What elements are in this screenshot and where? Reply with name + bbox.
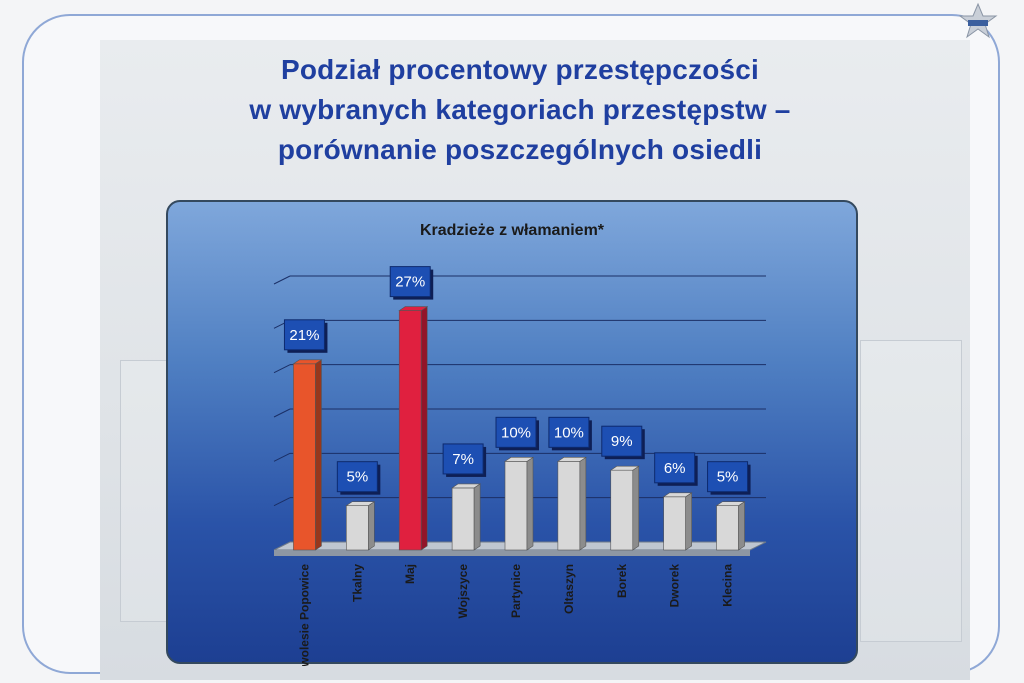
gridline-depth	[273, 497, 291, 507]
data-label-box	[283, 319, 325, 351]
bar-side	[315, 359, 322, 551]
bar-side	[526, 456, 534, 551]
bar-top	[398, 306, 429, 311]
category-label: Wojszyce	[456, 564, 470, 619]
bar-side	[632, 465, 640, 551]
slide-title-line-2: w wybranych kategoriach przestępstw –	[249, 94, 791, 125]
bar-side	[368, 501, 375, 551]
bar	[716, 505, 739, 551]
category-label: Partynice	[509, 564, 523, 618]
bar	[663, 496, 686, 551]
bar-top	[292, 359, 323, 365]
bar-top	[556, 457, 587, 462]
category-label: Nowolesie Popowice	[297, 564, 311, 666]
bar	[398, 310, 422, 551]
data-label: 10%	[554, 424, 584, 441]
bar-side	[685, 492, 692, 551]
data-label-box	[336, 461, 378, 493]
data-label: 6%	[664, 460, 686, 477]
data-label: 5%	[346, 469, 368, 486]
slide-title: Podział procentowy przestępczości w wybr…	[110, 50, 930, 170]
chart-floor-edge	[274, 550, 750, 556]
data-label: 27%	[395, 274, 425, 291]
police-star-logo	[958, 2, 998, 39]
chart-title: Kradzieże z włamaniem*	[419, 222, 605, 239]
gridline-depth	[273, 408, 291, 418]
data-label-box	[495, 416, 537, 448]
bar	[504, 461, 528, 551]
data-label: 5%	[717, 469, 739, 486]
bar-top	[504, 457, 534, 462]
bar-top	[715, 501, 746, 506]
bar	[451, 487, 475, 551]
category-label: Maj	[403, 564, 417, 584]
bar	[346, 505, 369, 551]
bar-side	[738, 501, 745, 551]
bar	[610, 469, 634, 551]
category-label: Borek	[615, 564, 629, 598]
gridline-depth	[273, 452, 291, 462]
data-label: 21%	[289, 327, 319, 344]
bar-side	[420, 306, 428, 551]
data-label-box	[601, 425, 643, 457]
category-label: Oltaszyn	[562, 564, 576, 614]
data-label: 9%	[611, 433, 633, 450]
bar-top	[609, 465, 640, 471]
bar-side	[473, 483, 481, 551]
data-label-box	[442, 443, 484, 475]
data-label: 7%	[452, 451, 474, 468]
bar-top	[451, 483, 482, 489]
bar	[293, 363, 316, 551]
bar	[557, 461, 581, 551]
slide-title-line-3: porównanie poszczególnych osiedli	[277, 134, 763, 165]
category-label: Tkalny	[350, 564, 364, 602]
data-label-box	[389, 266, 431, 298]
category-label: Klecina	[721, 564, 735, 607]
bar-chart: 21% Nowolesie Popowice 5% Tkalny 27% Maj 7% Woj…	[273, 266, 767, 666]
bar-top	[345, 501, 376, 506]
chart-panel: Kradzieże z włamaniem* 21% Nowolesie Popo…	[166, 200, 858, 666]
background-building-right	[860, 340, 962, 642]
data-label: 10%	[501, 424, 531, 441]
data-label-box	[654, 452, 696, 484]
bar-side	[579, 456, 587, 551]
data-label-box	[707, 461, 749, 493]
category-label: Dworek	[668, 564, 682, 608]
slide-title-line-1: Podział procentowy przestępczości	[280, 54, 760, 85]
gridline-depth	[273, 275, 291, 285]
data-label-box	[548, 416, 590, 448]
bar-top	[662, 492, 693, 498]
gridline-depth	[273, 364, 291, 374]
